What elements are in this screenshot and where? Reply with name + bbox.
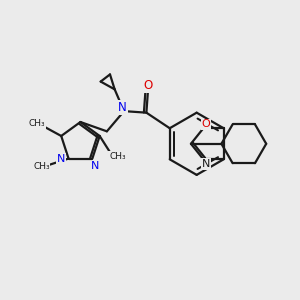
Text: CH₃: CH₃: [29, 119, 46, 128]
Text: N: N: [202, 159, 210, 169]
Text: CH₃: CH₃: [109, 152, 126, 161]
Text: N: N: [91, 161, 99, 171]
Text: N: N: [118, 101, 127, 114]
Text: CH₃: CH₃: [33, 162, 50, 171]
Text: O: O: [143, 79, 153, 92]
Text: N: N: [57, 154, 65, 164]
Text: O: O: [202, 119, 210, 130]
